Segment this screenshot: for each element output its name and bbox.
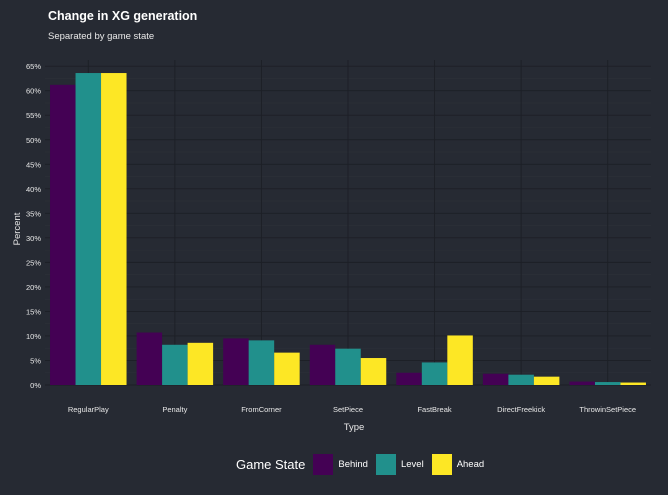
bar-ahead-setpiece	[360, 358, 387, 385]
bar-behind-directfreekick	[482, 373, 509, 385]
y-axis-label: Percent	[12, 212, 23, 245]
x-axis-label: Type	[344, 422, 365, 433]
y-tick-labels: 0% 5% 10% 15% 20% 25% 30% 35% 40% 45% 50% 55% 60% 65%	[26, 62, 41, 390]
chart-title: Change in XG generation	[48, 9, 198, 23]
bar-ahead-regularplay	[101, 73, 127, 386]
bar-behind-fromcorner	[223, 338, 249, 385]
x-tick-label: DirectFreekick	[497, 405, 545, 414]
bar-ahead-fastbreak	[447, 335, 473, 385]
x-tick-label: ThrowinSetPiece	[579, 405, 636, 414]
y-tick-label: 50%	[26, 136, 41, 145]
legend-item-level: Level	[375, 453, 428, 475]
legend-item-behind: Behind	[313, 453, 372, 475]
bar-level-penalty	[162, 344, 188, 385]
bar-level-directfreekick	[508, 374, 534, 385]
bar-level-setpiece	[335, 348, 361, 385]
y-tick-label: 45%	[26, 160, 41, 169]
y-tick-label: 30%	[26, 234, 41, 243]
legend-label-behind: Behind	[338, 458, 368, 470]
bars	[50, 73, 646, 386]
bar-ahead-throwinsetpiece	[620, 382, 646, 385]
bar-ahead-penalty	[187, 342, 214, 385]
bar-behind-penalty	[136, 332, 163, 385]
bar-level-regularplay	[75, 73, 102, 386]
y-tick-label: 10%	[26, 332, 41, 341]
bar-ahead-directfreekick	[533, 376, 560, 385]
y-tick-label: 15%	[26, 307, 41, 316]
y-tick-label: 55%	[26, 111, 41, 120]
legend-key-behind	[313, 453, 334, 475]
bar-ahead-fromcorner	[274, 352, 300, 385]
y-tick-label: 60%	[26, 87, 41, 96]
y-tick-label: 65%	[26, 62, 41, 71]
x-tick-label: SetPiece	[333, 405, 363, 414]
y-tick-label: 25%	[26, 258, 41, 267]
bar-level-fastbreak	[421, 362, 448, 385]
bar-behind-fastbreak	[396, 372, 422, 385]
y-tick-label: 35%	[26, 209, 41, 218]
x-tick-labels: RegularPlay Penalty FromCorner SetPiece Fast…	[68, 405, 636, 414]
legend: Game State Behind Level Ahead	[236, 452, 492, 476]
y-tick-label: 20%	[26, 283, 41, 292]
x-tick-label: Penalty	[162, 405, 187, 414]
legend-label-ahead: Ahead	[456, 458, 485, 470]
legend-title: Game State	[236, 456, 306, 472]
legend-key-ahead	[431, 453, 452, 475]
bar-behind-regularplay	[50, 84, 76, 386]
bar-level-fromcorner	[248, 340, 275, 385]
bar-level-throwinsetpiece	[594, 382, 621, 385]
y-tick-label: 40%	[26, 185, 41, 194]
y-tick-label: 5%	[30, 356, 41, 365]
grid-lines	[45, 60, 651, 386]
chart-subtitle: Separated by game state	[48, 31, 155, 42]
legend-key-level	[375, 453, 396, 475]
x-tick-label: FastBreak	[417, 405, 451, 414]
bar-behind-throwinsetpiece	[569, 381, 595, 385]
bar-behind-setpiece	[309, 344, 336, 385]
y-tick-label: 0%	[30, 381, 41, 390]
x-tick-label: RegularPlay	[68, 405, 109, 414]
legend-item-ahead: Ahead	[431, 453, 488, 475]
x-tick-label: FromCorner	[241, 405, 282, 414]
legend-label-level: Level	[400, 458, 424, 470]
